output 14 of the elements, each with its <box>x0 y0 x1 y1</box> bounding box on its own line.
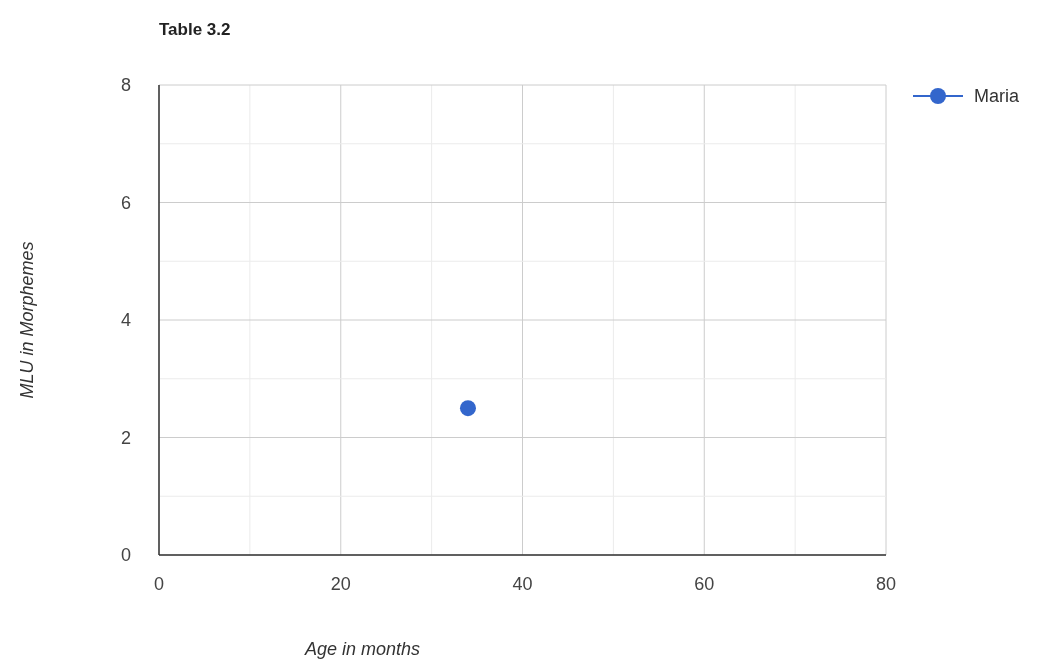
x-tick-label: 20 <box>330 574 351 594</box>
y-tick-label: 2 <box>120 427 131 448</box>
x-tick-label: 40 <box>512 574 533 594</box>
chart-title: Table 3.2 <box>159 20 231 39</box>
x-tick-label: 0 <box>153 574 165 594</box>
y-tick-label: 6 <box>120 192 131 213</box>
x-axis-title: Age in months <box>303 639 421 659</box>
y-tick-label: 4 <box>120 310 131 330</box>
y-tick-label: 0 <box>120 545 131 565</box>
y-tick-label: 8 <box>120 75 131 95</box>
x-tick-label: 80 <box>875 574 897 594</box>
x-tick-label: 60 <box>694 574 715 594</box>
y-axis-title: MLU in Morphemes <box>17 241 37 399</box>
legend-label: Maria <box>974 86 1020 106</box>
